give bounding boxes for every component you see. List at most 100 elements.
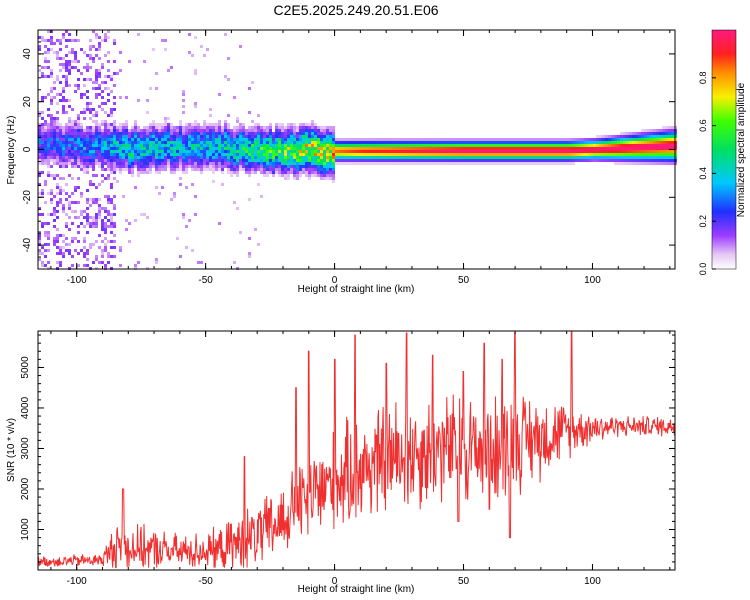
spectrogram-cell: [299, 129, 302, 132]
spectrogram-cell: [623, 138, 626, 141]
spectrogram-cell: [581, 153, 584, 156]
spectrogram-cell: [110, 129, 113, 132]
spectrogram-cell: [71, 141, 74, 144]
spectrogram-cell: [221, 153, 224, 156]
spectrogram-cell: [272, 162, 275, 165]
spectrogram-cell: [62, 99, 65, 102]
spectrogram-cell: [209, 135, 212, 138]
spectrogram-cell: [101, 219, 104, 222]
spectrogram-cell: [665, 138, 668, 141]
spectrogram-cell: [509, 147, 512, 150]
spectrogram-cell: [86, 153, 89, 156]
spectrogram-cell: [557, 141, 560, 144]
spectrogram-cell: [623, 147, 626, 150]
spectrogram-cell: [350, 147, 353, 150]
spectrogram-cell: [77, 225, 80, 228]
spectrogram-cell: [326, 150, 329, 153]
spectrogram-cell: [221, 165, 224, 168]
spectrogram-cell: [41, 135, 44, 138]
spectrogram-ylabel: Frequency (Hz): [6, 116, 17, 185]
spectrogram-cell: [137, 261, 140, 264]
spectrogram-cell: [59, 63, 62, 66]
spectrogram-cell: [347, 147, 350, 150]
spectrogram-cell: [455, 162, 458, 165]
spectrogram-cell: [98, 204, 101, 207]
spectrogram-cell: [542, 141, 545, 144]
spectrogram-cell: [152, 120, 155, 123]
spectrogram-cell: [131, 168, 134, 171]
spectrogram-cell: [668, 156, 671, 159]
spectrogram-cell: [206, 126, 209, 129]
spectrogram-cell: [260, 159, 263, 162]
spectrogram-cell: [65, 78, 68, 81]
spectrogram-cell: [473, 138, 476, 141]
spectrogram-cell: [170, 147, 173, 150]
spectrogram-cell: [257, 156, 260, 159]
spectrogram-cell: [158, 132, 161, 135]
spectrogram-cell: [83, 165, 86, 168]
spectrogram-cell: [506, 141, 509, 144]
spectrogram-cell: [662, 138, 665, 141]
spectrogram-cell: [131, 156, 134, 159]
spectrogram-cell: [356, 138, 359, 141]
spectrogram-cell: [476, 153, 479, 156]
spectrogram-cell: [92, 141, 95, 144]
spectrogram-cell: [311, 141, 314, 144]
spectrogram-cell: [296, 150, 299, 153]
spectrogram-cell: [428, 138, 431, 141]
spectrogram-cell: [377, 150, 380, 153]
spectrogram-cell: [362, 147, 365, 150]
spectrogram-cell: [623, 132, 626, 135]
spectrogram-cell: [158, 171, 161, 174]
spectrogram-cell: [86, 189, 89, 192]
spectrogram-cell: [443, 153, 446, 156]
spectrogram-cell: [65, 99, 68, 102]
spectrogram-cell: [536, 147, 539, 150]
spectrogram-cell: [434, 147, 437, 150]
spectrogram-cell: [62, 132, 65, 135]
spectrogram-cell: [308, 171, 311, 174]
spectrogram-cell: [299, 156, 302, 159]
spectrogram-cell: [209, 159, 212, 162]
spectrogram-cell: [50, 30, 53, 33]
spectrogram-cell: [44, 159, 47, 162]
spectrogram-cell: [74, 162, 77, 165]
spectrogram-cell: [500, 138, 503, 141]
spectrogram-cell: [644, 141, 647, 144]
spectrogram-cell: [170, 123, 173, 126]
spectrogram-cell: [233, 159, 236, 162]
spectrogram-cell: [296, 147, 299, 150]
spectrogram-cell: [464, 144, 467, 147]
spectrogram-cell: [155, 168, 158, 171]
spectrogram-cell: [161, 132, 164, 135]
spectrogram-cell: [113, 246, 116, 249]
spectrogram-cell: [503, 144, 506, 147]
spectrogram-cell: [278, 126, 281, 129]
spectrogram-cell: [404, 150, 407, 153]
spectrogram-cell: [68, 135, 71, 138]
spectrogram-cell: [479, 162, 482, 165]
spectrogram-cell: [464, 141, 467, 144]
spectrogram-cell: [236, 174, 239, 177]
spectrogram-cell: [179, 129, 182, 132]
spectrogram-cell: [608, 138, 611, 141]
spectrogram-cell: [119, 156, 122, 159]
spectrogram-cell: [425, 147, 428, 150]
spectrogram-cell: [143, 150, 146, 153]
spectrogram-cell: [296, 141, 299, 144]
spectrogram-cell: [551, 141, 554, 144]
spectrogram-cell: [95, 87, 98, 90]
spectrogram-cell: [596, 135, 599, 138]
spectrogram-cell: [89, 57, 92, 60]
spectrogram-cell: [47, 75, 50, 78]
spectrogram-cell: [137, 33, 140, 36]
spectrogram-cell: [401, 138, 404, 141]
spectrogram-cell: [95, 111, 98, 114]
spectrogram-cell: [428, 144, 431, 147]
spectrogram-cell: [92, 30, 95, 33]
spectrogram-cell: [119, 132, 122, 135]
spectrogram-cell: [98, 144, 101, 147]
spectrogram-cell: [182, 129, 185, 132]
spectrogram-cell: [524, 141, 527, 144]
spectrogram-cell: [95, 159, 98, 162]
